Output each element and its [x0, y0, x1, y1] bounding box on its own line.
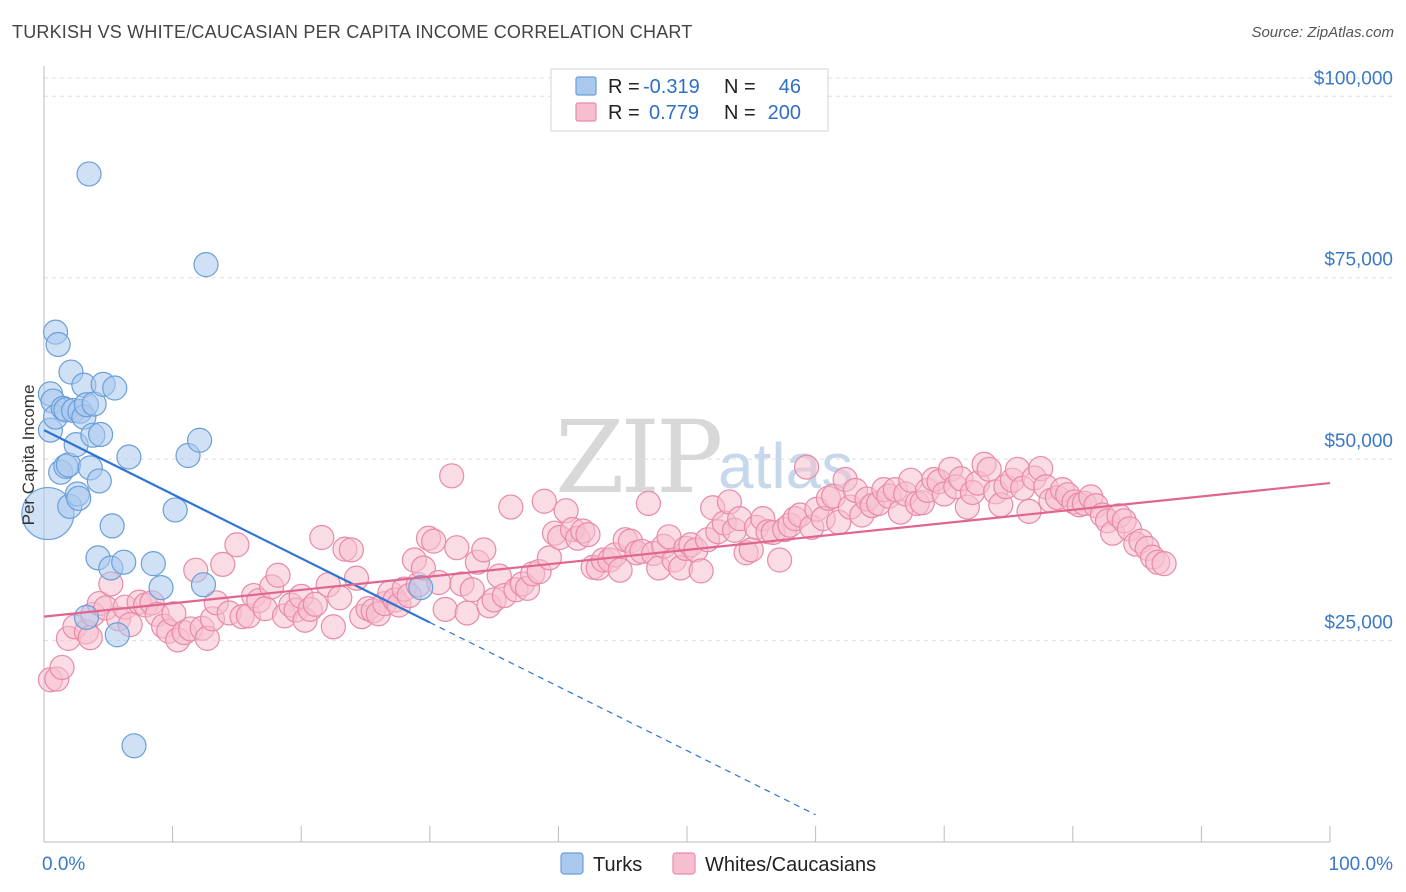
legend-swatch-whites	[575, 102, 597, 122]
legend-r-label-turks: R =	[608, 76, 640, 98]
turks-points	[21, 161, 434, 759]
turks-point-37	[121, 733, 147, 759]
bottom-legend: Turks Whites/Caucasians	[560, 852, 876, 876]
whites-point-38	[265, 562, 291, 588]
y-tick-label-2: $75,000	[1324, 250, 1393, 271]
x-tick-labels: 0.0% 100.0%	[42, 854, 1393, 875]
x-tick-label-min: 0.0%	[42, 854, 85, 875]
whites-point-74	[459, 577, 485, 603]
whites-point-2	[49, 654, 75, 681]
whites-point-48	[320, 614, 346, 640]
bottom-legend-whites: Whites/Caucasians	[705, 854, 876, 876]
turks-point-22	[73, 604, 100, 630]
whites-point-71	[444, 535, 470, 561]
turks-point-43	[190, 572, 217, 598]
whites-point-51	[338, 537, 364, 563]
whites-point-76	[471, 537, 497, 563]
legend-r-value-whites: 0.779	[649, 102, 699, 124]
whites-point-199	[1151, 551, 1177, 577]
turks-point-33	[102, 375, 128, 401]
turks-point-28	[86, 468, 112, 494]
turks-point-36	[116, 444, 142, 470]
bottom-legend-turks: Turks	[593, 854, 642, 876]
turks-point-45	[408, 574, 434, 601]
whites-point-106	[635, 490, 662, 517]
bottom-legend-swatch-turks	[560, 852, 584, 875]
turks-point-17	[66, 485, 92, 511]
whites-point-31	[224, 532, 250, 558]
legend-n-value-turks: 46	[779, 76, 801, 98]
y-tick-label-1: $50,000	[1324, 431, 1393, 452]
legend-n-value-whites: 200	[768, 102, 801, 124]
whites-point-175	[1016, 498, 1042, 524]
turks-point-23	[76, 161, 102, 187]
whites-point-46	[309, 524, 335, 551]
legend-swatch-turks	[575, 76, 597, 96]
legend-box: R = -0.319 N = 46 R = 0.779 N = 200	[550, 68, 829, 132]
turks-point-32	[99, 513, 125, 539]
whites-point-70	[439, 463, 465, 489]
turks-point-42	[187, 427, 213, 453]
legend-n-label-whites: N =	[724, 102, 756, 124]
whites-point-135	[793, 454, 820, 480]
legend-r-value-turks: -0.319	[643, 76, 700, 98]
turks-point-29	[87, 421, 114, 448]
legend-n-label-turks: N =	[724, 76, 756, 98]
y-tick-label-3: $100,000	[1314, 68, 1393, 89]
whites-point-29	[210, 551, 236, 577]
gridlines	[44, 77, 1392, 642]
turks-trend-line	[43, 429, 431, 624]
turks-point-34	[104, 622, 130, 648]
chart-title: TURKISH VS WHITE/CAUCASIAN PER CAPITA IN…	[12, 22, 693, 42]
y-tick-labels: $25,000 $50,000 $75,000 $100,000	[1314, 68, 1393, 633]
turks-trend-extension	[429, 621, 816, 816]
legend-frame	[550, 68, 829, 132]
whites-point-45	[302, 591, 328, 617]
whites-point-67	[421, 528, 447, 554]
source-label: Source: ZipAtlas.com	[1251, 24, 1394, 41]
whites-point-69	[432, 596, 458, 622]
axes	[43, 66, 1331, 843]
whites-point-101	[607, 557, 633, 583]
whites-point-95	[575, 522, 601, 548]
turks-point-44	[193, 252, 219, 278]
turks-point-6	[45, 331, 71, 358]
turks-point-39	[148, 574, 174, 601]
turks-point-40	[162, 497, 188, 523]
whites-point-73	[454, 600, 480, 626]
y-axis-title: Per Capita Income	[19, 385, 38, 526]
trend-lines	[43, 429, 1331, 816]
x-tick-label-max: 100.0%	[1329, 854, 1394, 875]
bottom-legend-swatch-whites	[672, 852, 696, 875]
turks-point-35	[111, 549, 137, 575]
y-tick-label-0: $25,000	[1324, 613, 1393, 634]
whites-point-130	[766, 547, 793, 573]
whites-point-81	[498, 494, 524, 520]
whites-trend-line	[43, 481, 1331, 618]
whites-point-116	[688, 558, 714, 584]
turks-point-38	[140, 551, 166, 577]
whites-point-49	[327, 585, 353, 611]
whites-point-87	[531, 488, 557, 514]
legend-r-label-whites: R =	[608, 102, 640, 124]
